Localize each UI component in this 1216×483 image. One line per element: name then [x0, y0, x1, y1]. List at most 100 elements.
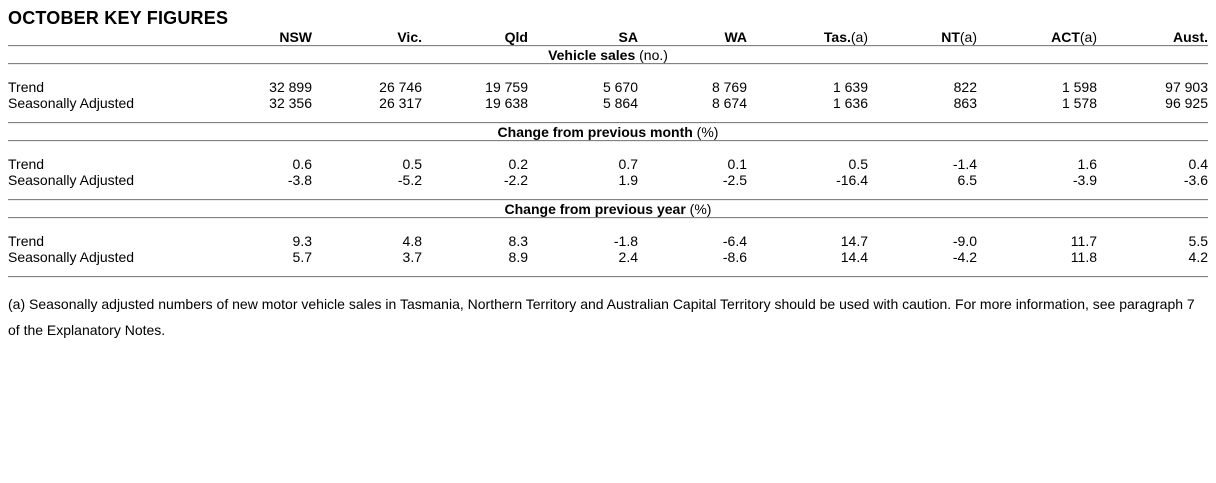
cell-value: 3.7: [402, 249, 422, 265]
cell-value: 1 578: [1061, 95, 1097, 111]
section-header-row: Change from previous month (%): [8, 124, 1208, 140]
cell-value: 97 903: [1165, 79, 1208, 95]
table-row-seasonally-adjusted: Seasonally Adjusted 5.7 3.7 8.9 2.4 -8.6…: [8, 249, 1208, 276]
cell-value: -2.2: [503, 172, 528, 188]
cell-value: 0.4: [1188, 156, 1208, 172]
column-header-wa: WA: [638, 29, 747, 45]
cell-value: -3.6: [1183, 172, 1208, 188]
cell-value: -1.4: [952, 156, 977, 172]
row-label: Seasonally Adjusted: [8, 172, 135, 188]
column-header-label: SA: [618, 29, 638, 45]
cell-value: 1.6: [1077, 156, 1097, 172]
column-header-qld: Qld: [422, 29, 528, 45]
table-rule: [8, 276, 1208, 278]
cell-value: 1.9: [618, 172, 638, 188]
cell-value: 5.5: [1188, 233, 1208, 249]
table-rule-row: [8, 217, 1208, 219]
table-rule: [8, 45, 1208, 47]
cell-value: 2.4: [618, 249, 638, 265]
cell-value: 19 759: [485, 79, 528, 95]
cell-value: 0.2: [508, 156, 528, 172]
cell-value: 26 317: [379, 95, 422, 111]
cell-value: 96 925: [1165, 95, 1208, 111]
table-rule-row: [8, 122, 1208, 124]
cell-value: 4.2: [1188, 249, 1208, 265]
cell-value: -3.8: [287, 172, 312, 188]
cell-value: 26 746: [379, 79, 422, 95]
cell-value: -8.6: [722, 249, 747, 265]
cell-value: 0.6: [292, 156, 312, 172]
cell-value: 8 769: [711, 79, 747, 95]
column-header-row: NSW Vic. Qld SA WA Tas.(a) NT(a) ACT(a) …: [8, 29, 1208, 45]
table-rule: [8, 122, 1208, 124]
table-rule: [8, 217, 1208, 219]
cell-value: -1.8: [613, 233, 638, 249]
section-title-vehicle-sales: Vehicle sales (no.): [8, 47, 1208, 63]
column-header-sa: SA: [528, 29, 638, 45]
table-rule: [8, 63, 1208, 65]
cell-value: 11.8: [1070, 249, 1097, 265]
cell-value: 14.7: [840, 233, 868, 249]
cell-value: 1 639: [832, 79, 868, 95]
cell-value: 11.7: [1070, 233, 1097, 249]
page: OCTOBER KEY FIGURES NSW Vic. Qld SA WA T…: [8, 8, 1208, 338]
cell-value: -6.4: [722, 233, 747, 249]
cell-value: 8.3: [508, 233, 528, 249]
cell-value: 32 899: [269, 79, 312, 95]
cell-value: 1 598: [1061, 79, 1097, 95]
cell-value: -3.9: [1072, 172, 1097, 188]
cell-value: -9.0: [952, 233, 977, 249]
column-header-label: NSW: [279, 29, 312, 45]
row-label: Trend: [8, 156, 45, 172]
column-header-label: Vic.: [397, 29, 422, 45]
row-label: Trend: [8, 79, 45, 95]
column-header-label: Aust.: [1173, 29, 1208, 45]
cell-value: 8 674: [711, 95, 747, 111]
table-rule-row: [8, 199, 1208, 201]
column-header-suffix: (a): [959, 29, 977, 45]
column-header-nsw: NSW: [202, 29, 312, 45]
table-rule: [8, 199, 1208, 201]
section-title-change-month: Change from previous month (%): [8, 124, 1208, 140]
section-title-text: Vehicle sales: [548, 47, 636, 63]
column-header-vic: Vic.: [312, 29, 422, 45]
cell-value: 19 638: [485, 95, 528, 111]
cell-value: 0.5: [848, 156, 868, 172]
table-row-trend: Trend 9.3 4.8 8.3 -1.8 -6.4 14.7 -9.0 11…: [8, 219, 1208, 249]
cell-value: -4.2: [952, 249, 977, 265]
row-label: Trend: [8, 233, 45, 249]
cell-value: -5.2: [397, 172, 422, 188]
cell-value: -2.5: [722, 172, 747, 188]
cell-value: 5 670: [602, 79, 638, 95]
cell-value: 0.5: [402, 156, 422, 172]
column-header-act: ACT(a): [977, 29, 1097, 45]
key-figures-table: NSW Vic. Qld SA WA Tas.(a) NT(a) ACT(a) …: [8, 29, 1208, 278]
cell-value: 8.9: [508, 249, 528, 265]
row-label: Seasonally Adjusted: [8, 249, 135, 265]
section-title-change-year: Change from previous year (%): [8, 201, 1208, 217]
cell-value: 6.5: [957, 172, 977, 188]
cell-value: 4.8: [402, 233, 422, 249]
column-header-tas: Tas.(a): [747, 29, 868, 45]
section-header-row: Vehicle sales (no.): [8, 47, 1208, 63]
cell-value: 32 356: [269, 95, 312, 111]
column-header-nt: NT(a): [868, 29, 977, 45]
section-title-suffix: (no.): [635, 47, 668, 63]
section-header-row: Change from previous year (%): [8, 201, 1208, 217]
table-row-seasonally-adjusted: Seasonally Adjusted -3.8 -5.2 -2.2 1.9 -…: [8, 172, 1208, 199]
table-row-trend: Trend 32 899 26 746 19 759 5 670 8 769 1…: [8, 65, 1208, 95]
cell-value: 0.1: [727, 156, 747, 172]
table-rule-row: [8, 140, 1208, 142]
cell-value: 5 864: [602, 95, 638, 111]
table-rule-row: [8, 63, 1208, 65]
section-title-suffix: (%): [692, 124, 719, 140]
column-header-aust: Aust.: [1097, 29, 1208, 45]
column-header-empty: [8, 29, 202, 45]
page-title: OCTOBER KEY FIGURES: [8, 8, 229, 28]
cell-value: 14.4: [840, 249, 868, 265]
column-header-label: ACT: [1051, 29, 1080, 45]
table-rule: [8, 140, 1208, 142]
column-header-label: NT: [941, 29, 960, 45]
cell-value: 863: [953, 95, 977, 111]
column-header-suffix: (a): [1079, 29, 1097, 45]
